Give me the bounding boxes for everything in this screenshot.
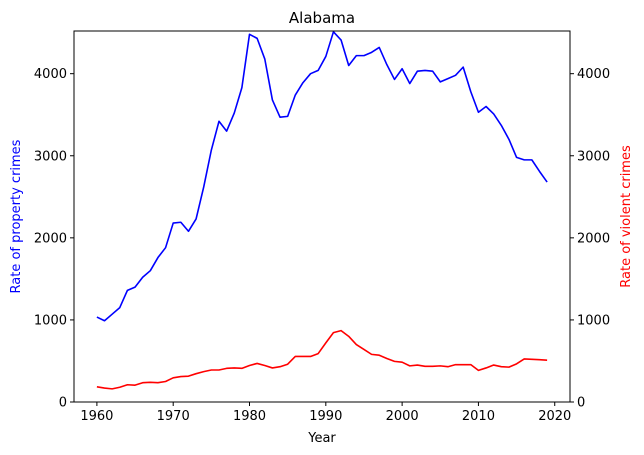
x-tick-label: 1980 (233, 409, 266, 424)
x-tick-label: 2020 (538, 409, 571, 424)
x-tick-label: 1990 (309, 409, 342, 424)
y-tick-label-right: 0 (577, 396, 585, 411)
y-axis-label-left: Rate of property crimes (9, 139, 24, 293)
y-tick-label-left: 4000 (34, 67, 67, 82)
x-tick-label: 2010 (462, 409, 495, 424)
y-tick-label-right: 1000 (577, 313, 610, 328)
y-tick-label-right: 2000 (577, 231, 610, 246)
series-line-1 (96, 329, 548, 390)
y-axis-left: 0 1000 2000 3000 4000 (34, 67, 74, 411)
y-tick-label-left: 2000 (34, 231, 67, 246)
y-tick-label-right: 4000 (577, 67, 610, 82)
plot-frame (73, 30, 571, 403)
series-layer (96, 31, 548, 390)
y-axis-label-right: Rate of violent crimes (619, 145, 634, 288)
y-tick-label-left: 3000 (34, 149, 67, 164)
y-axis-right: 0 1000 2000 3000 4000 (570, 67, 610, 411)
y-tick-label-left: 0 (59, 396, 67, 411)
y-tick-label-left: 1000 (34, 313, 67, 328)
series-line-0 (96, 31, 548, 322)
x-tick-label: 1970 (157, 409, 190, 424)
x-axis-label: Year (307, 431, 336, 446)
x-tick-label: 1960 (80, 409, 113, 424)
x-axis: 1960 1970 1980 1990 2000 2010 2020 (80, 402, 571, 424)
x-tick-label: 2000 (386, 409, 419, 424)
y-tick-label-right: 3000 (577, 149, 610, 164)
chart-title: Alabama (289, 9, 355, 27)
